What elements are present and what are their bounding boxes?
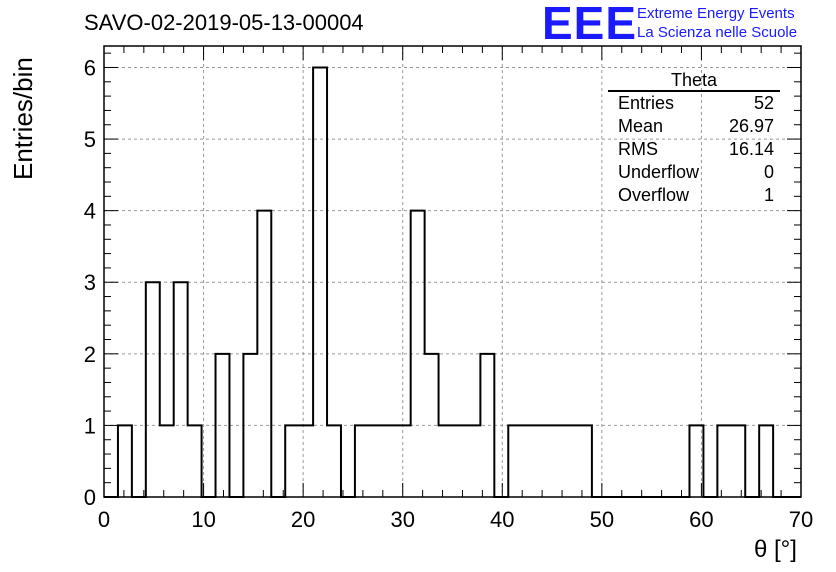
stats-row-rms: RMS 16.14 <box>608 138 780 161</box>
stats-label: Underflow <box>618 162 700 182</box>
histogram-bin <box>174 282 188 497</box>
histogram-bin <box>564 425 578 497</box>
x-tick-label: 40 <box>490 507 514 532</box>
histogram-bin <box>188 425 202 497</box>
logo-caption: Extreme Energy Events La Scienza nelle S… <box>637 4 797 42</box>
histogram-bin <box>439 425 453 497</box>
x-tick-label: 10 <box>191 507 215 532</box>
histogram-bin <box>285 425 299 497</box>
stats-label: RMS <box>618 139 658 159</box>
histogram-bin <box>578 425 592 497</box>
y-axis-label: Entries/bin <box>8 57 38 180</box>
y-tick-label: 4 <box>84 199 96 224</box>
stats-value: 52 <box>753 93 774 113</box>
stats-title: Theta <box>608 70 780 92</box>
y-tick-label: 2 <box>84 342 96 367</box>
stats-value: 16.14 <box>728 139 774 159</box>
histogram-bin <box>550 425 564 497</box>
x-tick-label: 0 <box>98 507 110 532</box>
logo-caption-line2: La Scienza nelle Scuole <box>637 24 798 41</box>
histogram-bin <box>536 425 550 497</box>
histogram-bin <box>118 425 132 497</box>
histogram-bin <box>216 354 230 497</box>
stats-row-overflow: Overflow 1 <box>608 184 780 207</box>
x-tick-label: 60 <box>689 507 713 532</box>
histogram-bin <box>160 425 174 497</box>
histogram-bin <box>717 425 731 497</box>
stats-row-entries: Entries 52 <box>608 92 780 115</box>
x-tick-label: 50 <box>590 507 614 532</box>
y-tick-label: 1 <box>84 413 96 438</box>
histogram-bin <box>369 425 383 497</box>
histogram-bin <box>327 425 341 497</box>
histogram-bin <box>299 425 313 497</box>
stats-label: Mean <box>618 116 664 136</box>
histogram-bin <box>508 425 522 497</box>
stats-label: Overflow <box>618 185 690 205</box>
stats-value: 0 <box>763 162 774 182</box>
histogram-bin <box>522 425 536 497</box>
histogram-bin <box>146 282 160 497</box>
histogram-bin <box>383 425 397 497</box>
x-tick-label: 30 <box>390 507 414 532</box>
x-tick-label: 70 <box>789 507 813 532</box>
histogram-bin <box>759 425 773 497</box>
x-tick-label: 20 <box>291 507 315 532</box>
y-tick-label: 0 <box>84 485 96 510</box>
y-tick-label: 5 <box>84 127 96 152</box>
y-tick-label: 3 <box>84 270 96 295</box>
logo-caption-line1: Extreme Energy Events <box>637 5 795 22</box>
histogram-bin <box>466 425 480 497</box>
stats-label: Entries <box>618 93 675 113</box>
stats-row-underflow: Underflow 0 <box>608 161 780 184</box>
chart-title: SAVO-02-2019-05-13-00004 <box>84 10 364 35</box>
histogram-bin <box>355 425 369 497</box>
stats-value: 26.97 <box>728 116 774 136</box>
histogram-bin <box>453 425 467 497</box>
histogram-bin <box>731 425 745 497</box>
plot-frame <box>103 45 802 498</box>
histogram-bin <box>257 211 271 497</box>
x-axis-label: θ [°] <box>754 536 797 563</box>
stats-row-mean: Mean 26.97 <box>608 115 780 138</box>
histogram-bin <box>397 425 411 497</box>
histogram-outline <box>104 66 801 498</box>
stats-box: Theta Entries 52 Mean 26.97 RMS 16.14 Un… <box>608 70 780 207</box>
y-tick-label: 6 <box>84 55 96 80</box>
eee-logo: EEE <box>542 0 638 49</box>
stats-value: 1 <box>763 185 774 205</box>
